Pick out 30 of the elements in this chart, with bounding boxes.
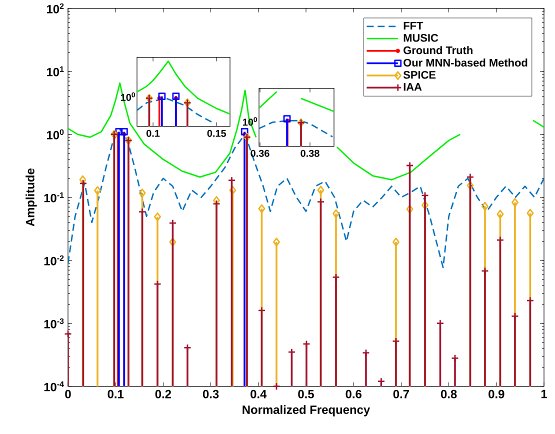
- legend-label: Our MNN-based Method: [404, 58, 528, 66]
- y-tick-label: 10$^{0}$: [47, 129, 64, 140]
- x-tick-label: 0.1: [146, 130, 160, 137]
- y-tick-label: 10$^{-2}$: [44, 255, 64, 266]
- x-tick-label: 0: [65, 390, 71, 398]
- x-axis-title: Normalized Frequency: [242, 405, 370, 416]
- x-tick-label: 0.8: [440, 390, 457, 398]
- x-tick-label: 0.2: [155, 390, 172, 398]
- x-tick-label: 0.9: [488, 390, 504, 398]
- y-tick-label: 10$^{1}$: [47, 66, 64, 76]
- y-axis-title: Amplitude: [26, 168, 37, 226]
- x-tick-label: 1: [541, 390, 547, 398]
- legend-label: Ground Truth: [404, 46, 472, 54]
- y-tick-label: 10$^{2}$: [47, 3, 64, 14]
- y-tick-label: 10$^{-3}$: [44, 318, 64, 328]
- x-tick-label: 0.7: [393, 390, 409, 398]
- legend-label: MUSIC: [404, 34, 438, 42]
- x-tick-label: 0.1: [108, 390, 124, 398]
- x-tick-label: 0.38: [300, 150, 320, 157]
- x-tick-label: 0.15: [207, 130, 226, 137]
- x-tick-label: 0.4: [250, 390, 267, 398]
- y-tick-label: 10$^{-1}$: [44, 192, 64, 202]
- x-tick-label: 0.36: [250, 150, 270, 157]
- legend-label: IAA: [404, 82, 422, 90]
- legend-label: SPICE: [403, 70, 436, 79]
- x-tick-label: 0.6: [346, 390, 362, 398]
- legend-label: FFT: [404, 22, 424, 30]
- y-tick-label: 10$^{-4}$: [44, 381, 64, 392]
- x-tick-label: 0.5: [298, 390, 314, 398]
- x-tick-label: 0.3: [202, 390, 219, 398]
